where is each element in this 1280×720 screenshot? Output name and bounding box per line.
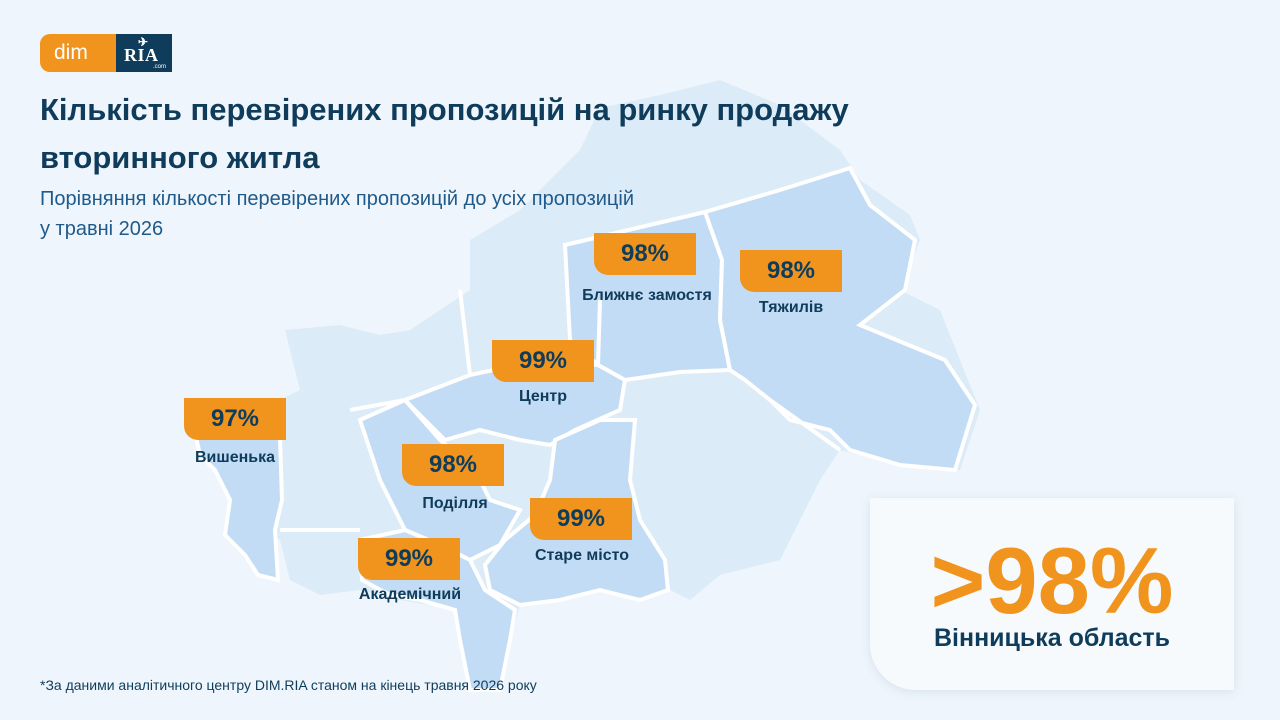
district-value-badge: 97% bbox=[184, 398, 286, 440]
district-name-label: Поділля bbox=[422, 495, 488, 512]
source-footnote: *За даними аналітичного центру DIM.RIA с… bbox=[40, 677, 537, 693]
district-name-label: Вишенька bbox=[194, 449, 276, 466]
district-name-label: Ближнє замостя bbox=[582, 287, 712, 304]
district-value-badge: 99% bbox=[530, 498, 632, 540]
district-value-badge: 99% bbox=[358, 538, 460, 580]
dim-ria-logo[interactable]: dim ✈ RIA .com bbox=[40, 34, 172, 72]
map-roads bbox=[280, 289, 842, 532]
district-value-badge: 99% bbox=[492, 340, 594, 382]
district-name-label: Старе місто bbox=[535, 547, 629, 564]
logo-dim: dim bbox=[40, 34, 116, 72]
district-name-label: Тяжилів bbox=[758, 299, 824, 316]
region-summary-label: Вінницька область bbox=[933, 624, 1171, 652]
logo-ria-text: RIA bbox=[124, 45, 159, 65]
map-district-tiazhyliv bbox=[702, 165, 978, 473]
district-value-badge: 98% bbox=[594, 233, 696, 275]
page-title: Кількість перевірених пропозицій на ринк… bbox=[40, 92, 849, 175]
district-name-label: Центр bbox=[518, 388, 568, 405]
region-summary-value: >98% bbox=[930, 528, 1174, 633]
district-value-badge: 98% bbox=[402, 444, 504, 486]
logo-ria-com: .com bbox=[152, 64, 166, 70]
district-name-label: Академічний bbox=[358, 586, 462, 603]
page-subtitle: Порівняння кількості перевірених пропози… bbox=[40, 188, 634, 240]
district-value-badge: 98% bbox=[740, 250, 842, 292]
logo-ria: ✈ RIA .com bbox=[116, 34, 172, 72]
region-summary-card: >98% Вінницька область bbox=[870, 498, 1234, 690]
star-icon: ✈ bbox=[138, 35, 149, 49]
